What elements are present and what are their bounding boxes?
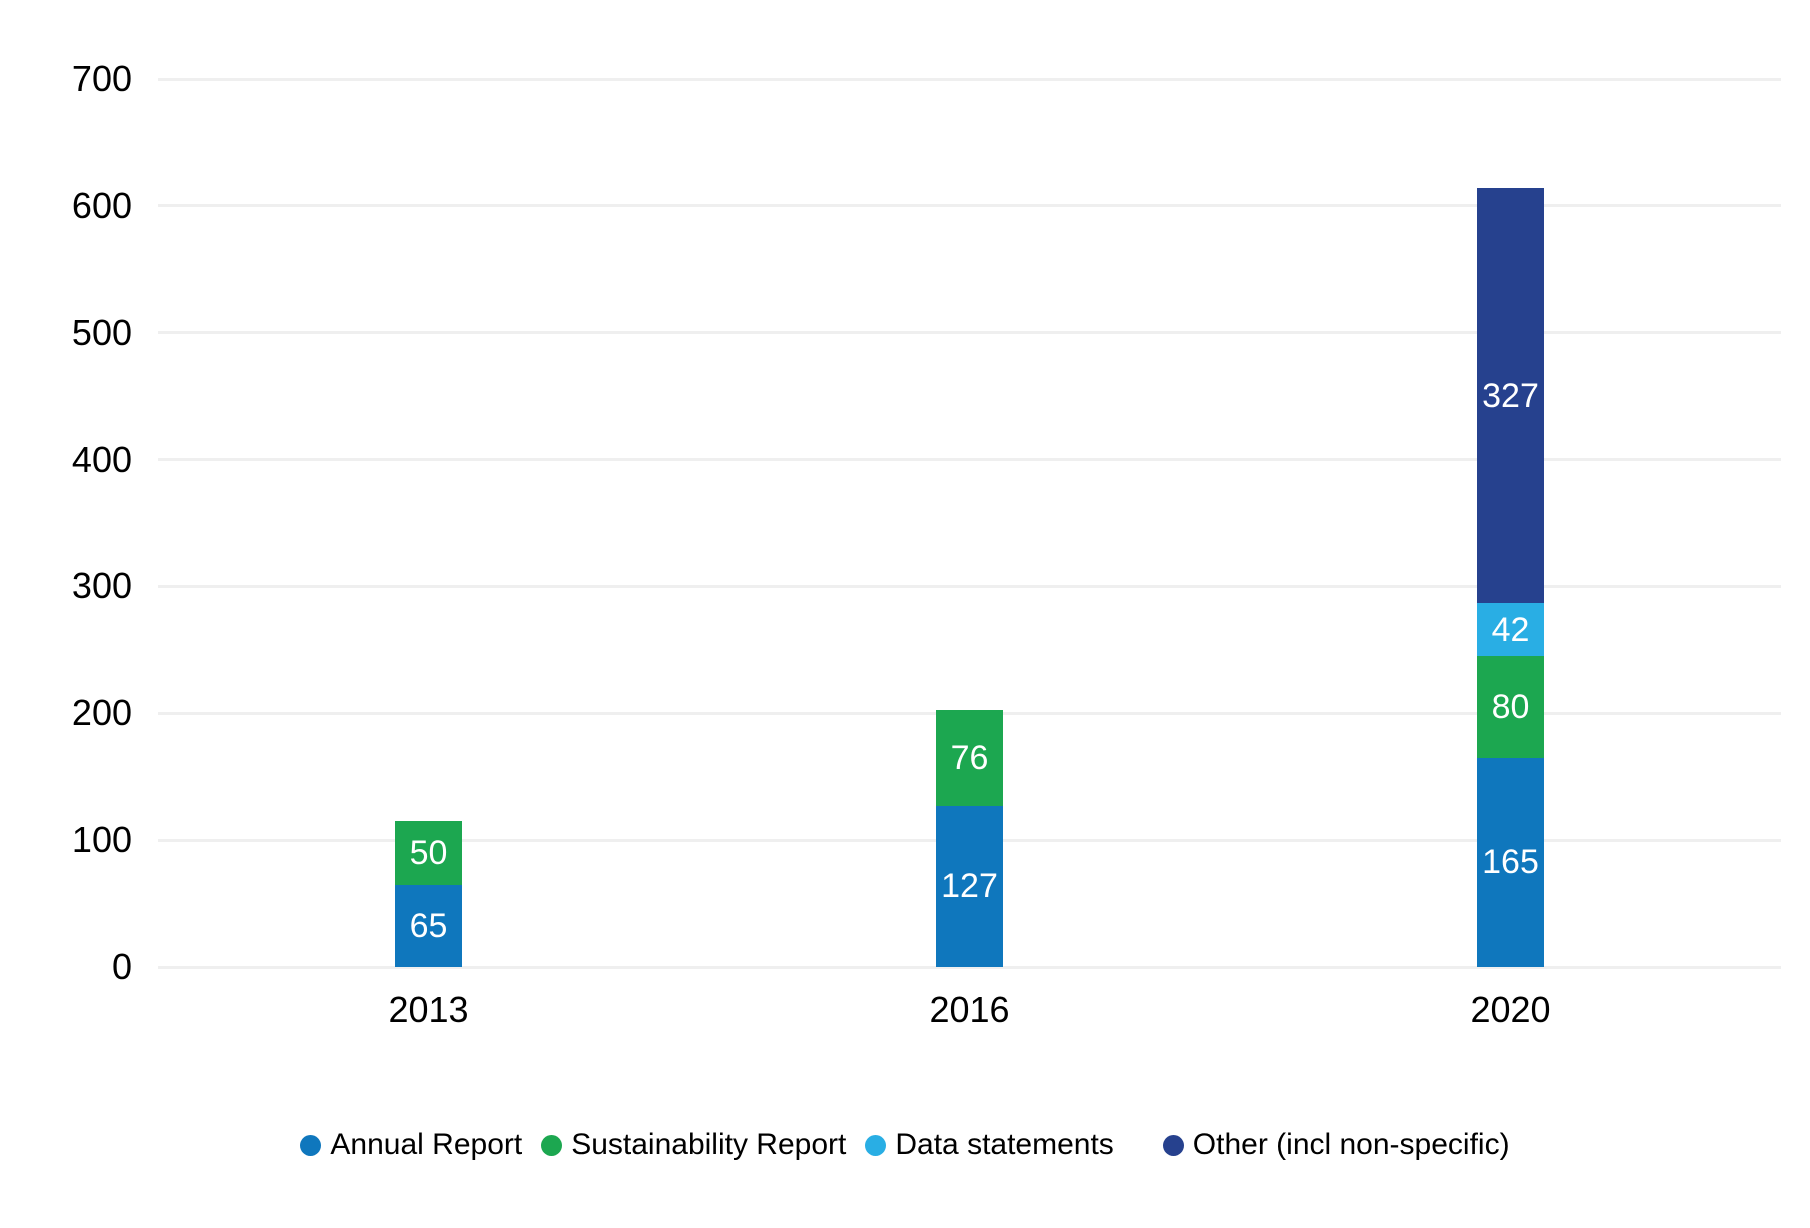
bar-segment-sustainability-report-2020: 80 — [1477, 656, 1544, 758]
legend-item-annual-report: Annual Report — [300, 1127, 522, 1163]
bar-slot-2020: 327 42 80 165 — [1240, 79, 1781, 967]
y-tick-label-100: 100 — [71, 819, 132, 861]
y-tick-label-200: 200 — [71, 692, 132, 734]
x-axis-label-2016: 2016 — [929, 989, 1010, 1030]
legend-item-sustainability-report: Sustainability Report — [541, 1127, 846, 1163]
bar-segment-annual-report-2020: 165 — [1477, 757, 1544, 967]
bar-2016: 76 127 — [936, 709, 1003, 967]
bar-2020: 327 42 80 165 — [1477, 188, 1544, 967]
y-tick-label-600: 600 — [71, 184, 132, 226]
legend-dot-icon-data-statements — [865, 1134, 887, 1156]
bar-segment-annual-report-2013: 65 — [395, 884, 462, 967]
legend-item-other-incl-non-specific: Other (incl non-specific) — [1162, 1127, 1510, 1163]
x-axis: 2013 2016 2020 — [158, 990, 1781, 1030]
bar-segment-other-incl-non-specific-2020: 327 — [1477, 188, 1544, 603]
y-tick-label-700: 700 — [71, 58, 132, 99]
bar-segment-data-statements-2020: 42 — [1477, 602, 1544, 657]
legend-dot-icon-other-incl-non-specific — [1162, 1134, 1184, 1156]
bar-2013: 50 65 — [395, 821, 462, 967]
bar-slot-2016: 76 127 — [699, 79, 1240, 967]
legend-label-data-statements: Data statements — [895, 1128, 1114, 1161]
legend-item-data-statements: Data statements — [865, 1127, 1114, 1163]
legend: Annual Report Sustainability Report Data s… — [0, 1124, 1810, 1166]
bars-layer: 50 65 76 127 327 42 80 165 — [158, 79, 1781, 967]
plot-area: 50 65 76 127 327 42 80 165 — [158, 77, 1781, 969]
y-tick-label-300: 300 — [71, 565, 132, 607]
legend-label-sustainability-report: Sustainability Report — [571, 1128, 847, 1161]
bar-segment-sustainability-report-2016: 76 — [936, 709, 1003, 806]
gridline-700 — [158, 77, 1781, 81]
bar-segment-sustainability-report-2013: 50 — [395, 821, 462, 885]
y-tick-label-500: 500 — [71, 311, 132, 353]
x-axis-label-2013: 2013 — [388, 989, 469, 1030]
legend-label-annual-report: Annual Report — [330, 1128, 523, 1161]
gridline-600 — [158, 204, 1781, 208]
gridline-400 — [158, 458, 1781, 462]
legend-label-other-incl-non-specific: Other (incl non-specific) — [1192, 1128, 1510, 1161]
gridline-300 — [158, 584, 1781, 588]
y-tick-label-400: 400 — [71, 438, 132, 480]
bar-segment-annual-report-2016: 127 — [936, 805, 1003, 967]
legend-dot-icon-sustainability-report — [541, 1134, 563, 1156]
gridline-500 — [158, 331, 1781, 335]
gridline-0 — [158, 965, 1781, 969]
bar-slot-2013: 50 65 — [158, 79, 699, 967]
y-tick-label-0: 0 — [111, 946, 132, 987]
x-axis-label-2020: 2020 — [1470, 989, 1551, 1030]
legend-dot-icon-annual-report — [300, 1134, 322, 1156]
